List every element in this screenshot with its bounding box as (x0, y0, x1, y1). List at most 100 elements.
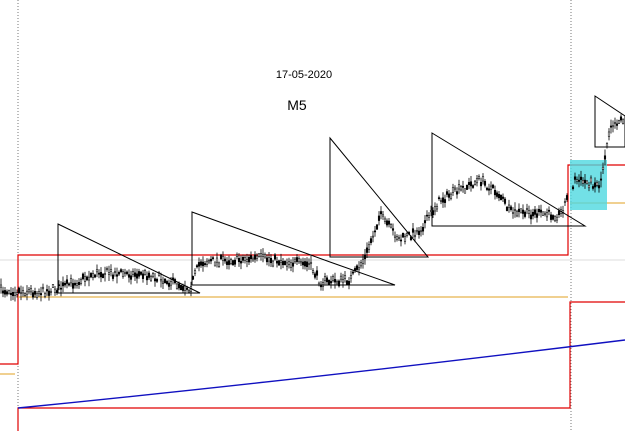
candle-body (87, 276, 91, 281)
candle-body (23, 293, 27, 297)
candle-body (315, 270, 319, 276)
candle-body (219, 254, 223, 260)
candle-body (539, 209, 543, 213)
candle-body (59, 287, 63, 290)
candle-body (471, 185, 475, 188)
candle-body (617, 120, 621, 124)
candle-body (349, 275, 353, 279)
candle-body (117, 272, 121, 275)
candle-body (259, 253, 263, 257)
candle-body (69, 278, 73, 284)
candle-body (589, 177, 593, 183)
candle-body (161, 281, 165, 284)
candle-body (491, 184, 495, 189)
candle-body (547, 209, 551, 212)
candle-body (15, 292, 19, 295)
candle-body (67, 283, 71, 286)
candle-body (45, 289, 49, 292)
candle-body (509, 206, 513, 210)
candle-body (549, 214, 553, 220)
candle-body (599, 178, 603, 181)
candle-body (203, 263, 207, 265)
candle-body (131, 271, 135, 275)
candle-body (413, 234, 417, 238)
candle-body (271, 260, 275, 267)
candle-body (465, 184, 469, 190)
candle-body (231, 260, 235, 266)
candle-body (511, 212, 515, 214)
candle-body (181, 285, 185, 291)
candle-body (1, 290, 5, 294)
candle-body (479, 182, 483, 187)
candle-body (9, 292, 13, 295)
candle-body (345, 280, 349, 286)
candle-body (437, 197, 441, 199)
candle-body (287, 261, 291, 265)
candle-body (571, 186, 575, 189)
candle-body (77, 282, 81, 285)
candle-body (49, 291, 53, 293)
candle-body (481, 176, 485, 182)
candle-body (441, 197, 445, 203)
triangle (594, 95, 625, 148)
candle-body (135, 273, 139, 279)
candle-body (301, 261, 305, 266)
candle-body (83, 276, 87, 282)
candle-body (215, 257, 219, 263)
candle-body (313, 273, 317, 278)
candle-body (613, 122, 617, 124)
candle-body (93, 274, 97, 278)
candle-body (95, 269, 99, 273)
candle-body (291, 262, 295, 267)
candle-body (533, 209, 537, 215)
candle-body (213, 261, 217, 267)
candle-body (433, 206, 437, 212)
candle-body (395, 236, 399, 240)
candle-body (257, 253, 261, 258)
candle-body (507, 204, 511, 208)
candle-body (373, 230, 377, 233)
candle-body (385, 220, 389, 226)
candle-body (521, 209, 525, 214)
candle-body (341, 279, 345, 283)
candle-body (297, 258, 301, 263)
candle-body (497, 194, 501, 199)
candle-body (239, 261, 243, 264)
candle-body (499, 194, 503, 200)
candle-body (443, 199, 447, 203)
candle-body (557, 210, 561, 216)
candle-body (535, 213, 539, 218)
candle-body (53, 288, 57, 294)
candle-body (513, 209, 517, 211)
candle-body (393, 235, 397, 238)
candle-body (399, 239, 403, 242)
triangle (431, 132, 587, 227)
candle-body (603, 155, 607, 160)
candle-body (205, 260, 209, 265)
candle-body (307, 263, 311, 265)
candle-body (387, 220, 391, 225)
candle-body (379, 211, 383, 215)
candle-body (7, 289, 11, 295)
candle-body (267, 257, 271, 262)
candle-body (473, 180, 477, 185)
candle-body (563, 201, 567, 203)
candle-body (453, 187, 457, 190)
candle-body (323, 276, 327, 281)
candle-body (401, 232, 405, 238)
candle-body (13, 292, 17, 296)
candle-body (275, 260, 279, 264)
candle-body (457, 184, 461, 190)
candle-body (311, 270, 315, 273)
candle-body (367, 244, 371, 250)
candle-body (445, 191, 449, 195)
candle-body (309, 261, 313, 264)
candle-body (415, 230, 419, 233)
candle-body (347, 281, 351, 286)
candle-body (255, 255, 259, 259)
candle-body (17, 287, 21, 294)
candle-body (377, 215, 381, 221)
candle-body (573, 176, 577, 180)
moving-average (17, 339, 625, 409)
candle-body (485, 187, 489, 190)
